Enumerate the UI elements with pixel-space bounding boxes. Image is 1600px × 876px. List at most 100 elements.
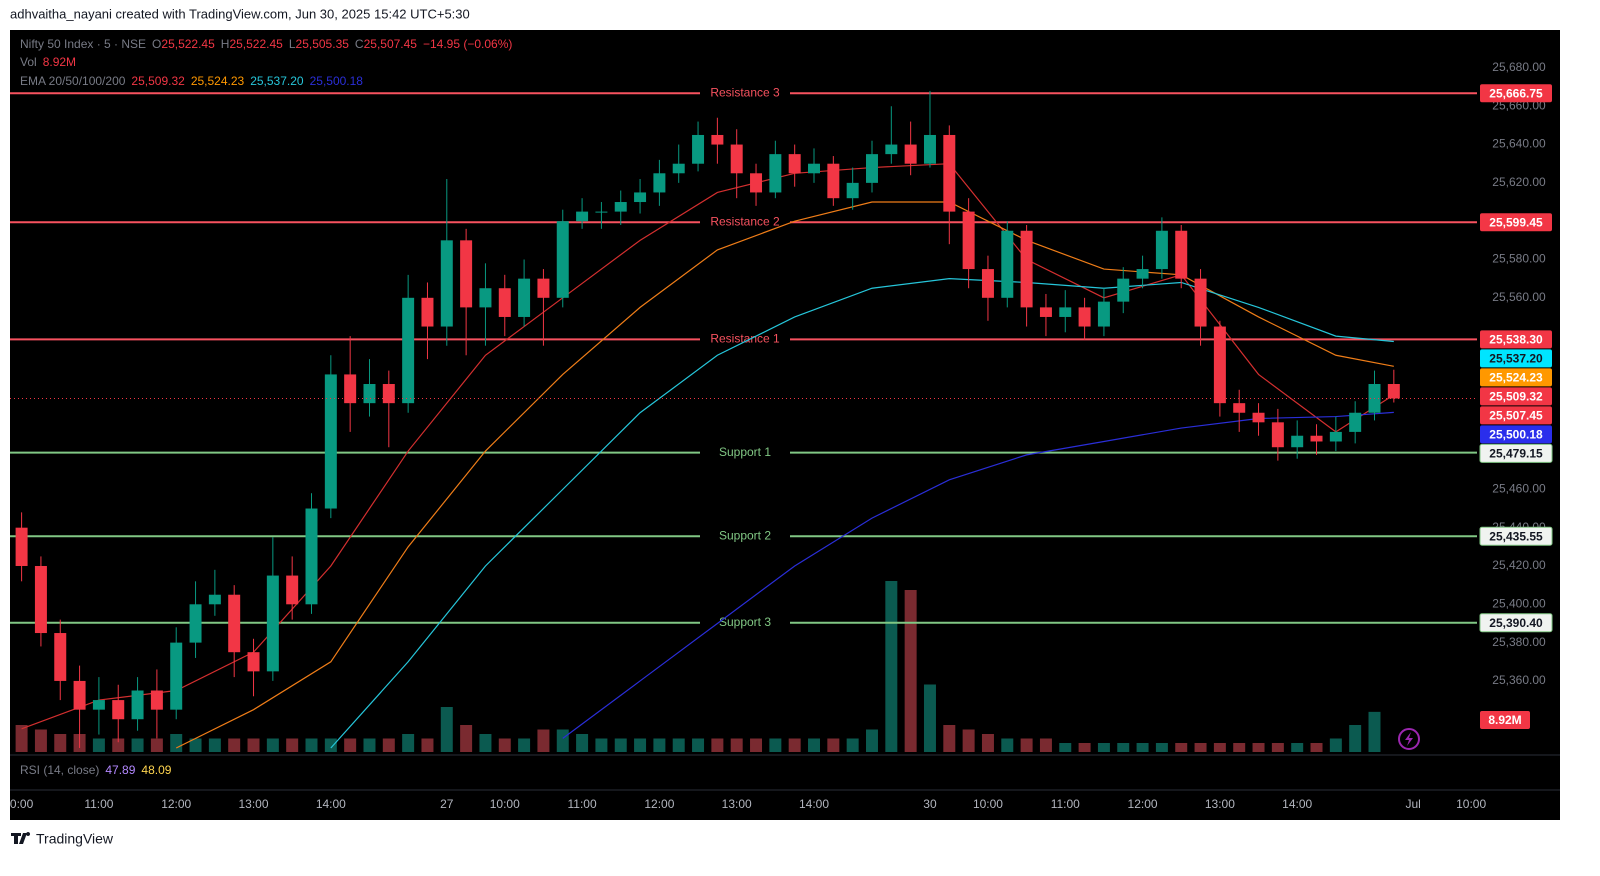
candle-body: [305, 508, 318, 605]
candle-body: [1078, 307, 1091, 327]
price-box-label: 25,509.32: [1489, 390, 1543, 404]
volume-bar: [1001, 738, 1014, 752]
ema-value: 25,537.20: [250, 74, 304, 88]
price-box-label: 25,390.40: [1489, 616, 1543, 630]
ohlc-key: L: [289, 37, 296, 51]
ohlc-value: 25,522.45: [161, 37, 215, 51]
volume-bar: [1194, 743, 1207, 752]
x-tick-label: 12:00: [644, 797, 674, 811]
volume-bar: [112, 738, 125, 752]
ema-label: EMA 20/50/100/200: [20, 74, 126, 88]
x-tick-label: 13:00: [239, 797, 269, 811]
price-box: [1480, 368, 1552, 387]
level-label-bg: [700, 84, 790, 103]
candle-body: [653, 173, 666, 193]
volume-bar: [54, 734, 67, 752]
ohlc-value: 25,507.45: [364, 37, 418, 51]
candle-body: [170, 642, 183, 710]
volume-bar: [672, 738, 685, 752]
x-tick-label: 10:00: [973, 797, 1003, 811]
volume-bar: [189, 738, 202, 752]
level-label-bg: [700, 613, 790, 632]
volume-bar: [479, 734, 492, 752]
candle-body: [923, 134, 936, 164]
candle-body: [1252, 412, 1265, 423]
candle-body: [634, 192, 647, 203]
candle-body: [1136, 269, 1149, 279]
price-box-label: 25,537.20: [1489, 352, 1543, 366]
volume-bar: [460, 725, 473, 752]
candle-body: [479, 288, 492, 308]
candle-body: [1233, 403, 1246, 413]
alert-icon-bolt: [1405, 732, 1413, 746]
volume-bar: [1329, 738, 1342, 752]
candle-body: [595, 211, 608, 213]
candle-body: [769, 154, 782, 193]
candle-body: [537, 278, 550, 298]
candle-body: [962, 211, 975, 270]
candle-body: [440, 240, 453, 327]
volume-bar: [247, 738, 260, 752]
volume-bar: [1175, 743, 1188, 752]
volume-bar: [440, 707, 453, 752]
price-box: [1480, 330, 1552, 349]
volume-bar: [885, 581, 898, 752]
chart-background: [10, 30, 1560, 820]
y-tick-label: 25,640.00: [1492, 137, 1546, 151]
change: −14.95 (−0.06%): [423, 37, 512, 51]
volume-bar: [324, 738, 337, 752]
candle-body: [672, 163, 685, 174]
volume-bar: [1310, 743, 1323, 752]
candle-body: [1039, 307, 1052, 317]
rsi-value: 48.09: [141, 763, 171, 777]
x-tick-label: 14:00: [799, 797, 829, 811]
volume-bar: [634, 738, 647, 752]
alert-icon[interactable]: [1398, 728, 1420, 750]
price-box-label: 25,599.45: [1489, 215, 1543, 229]
volume-bar: [208, 738, 221, 752]
y-tick-label: 25,620.00: [1492, 175, 1546, 189]
x-tick-label: 11:00: [1051, 797, 1080, 811]
ohlc-key: O: [152, 37, 161, 51]
level-label: Resistance 1: [710, 332, 780, 346]
x-tick-label: 11:00: [84, 797, 113, 811]
candle-body: [730, 144, 743, 174]
level-label-bg: [700, 213, 790, 232]
price-box-label: 25,524.23: [1489, 371, 1543, 385]
volume-bar: [730, 738, 743, 752]
ema-value: 25,524.23: [191, 74, 245, 88]
candle-body: [1349, 412, 1362, 432]
candle-body: [402, 297, 415, 404]
candle-body: [1155, 230, 1168, 270]
candle-body: [1291, 435, 1304, 448]
price-box-label: 25,507.45: [1489, 409, 1543, 423]
volume-box-label: 8.92M: [1488, 713, 1521, 727]
candle-body: [150, 690, 163, 710]
volume-bar: [943, 725, 956, 752]
y-tick-label: 25,380.00: [1492, 635, 1546, 649]
level-label: Support 2: [719, 528, 771, 542]
volume-bar: [518, 738, 531, 752]
price-box-label: 25,435.55: [1489, 529, 1543, 543]
y-tick-label: 25,400.00: [1492, 596, 1546, 610]
volume-box: [1480, 711, 1530, 729]
candle-body: [131, 690, 144, 720]
price-box-label: 25,666.75: [1489, 86, 1543, 100]
y-tick-label: 25,580.00: [1492, 252, 1546, 266]
candle-body: [208, 594, 221, 605]
level-label-bg: [700, 330, 790, 349]
y-tick-label: 25,680.00: [1492, 60, 1546, 74]
rsi-value: 47.89: [105, 763, 135, 777]
volume-bar: [266, 738, 279, 752]
price-box: [1479, 443, 1553, 463]
volume-bar: [866, 729, 878, 752]
price-box: [1480, 406, 1552, 425]
price-box: [1480, 349, 1552, 368]
volume-bar: [92, 738, 105, 752]
volume-bar: [1039, 738, 1052, 752]
volume-bar: [788, 738, 801, 752]
candle-body: [460, 240, 473, 308]
volume-bar: [1155, 743, 1168, 752]
ema-line: [562, 411, 1394, 739]
symbol: Nifty 50 Index · 5 · NSE: [20, 37, 146, 51]
